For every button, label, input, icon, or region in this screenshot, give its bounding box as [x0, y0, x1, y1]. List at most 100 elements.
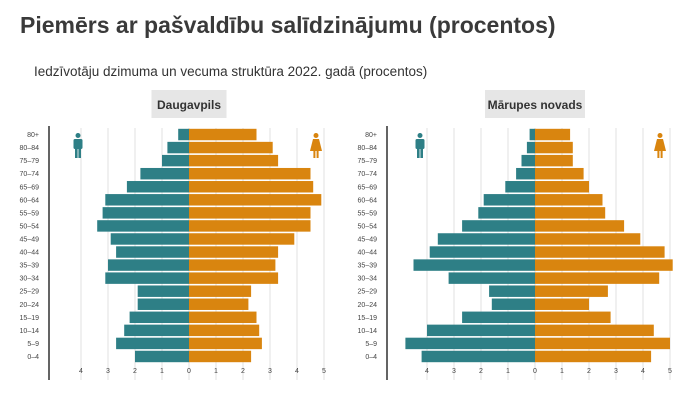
x-tick-label: 1 — [160, 368, 164, 375]
bar-female — [189, 220, 311, 232]
y-tick-label: 15–19 — [358, 315, 378, 322]
bar-female — [535, 246, 665, 258]
bar-female — [535, 272, 660, 284]
bar-male — [129, 311, 189, 324]
y-tick-label: 20–24 — [358, 302, 378, 309]
x-tick-label: 2 — [587, 368, 591, 375]
bar-female — [189, 324, 260, 337]
panel-header — [485, 90, 585, 118]
y-tick-label: 10–14 — [358, 328, 378, 335]
bar-female — [535, 233, 641, 245]
bar-female — [535, 128, 571, 141]
x-tick-label: 4 — [641, 368, 645, 375]
chart-subtitle: Iedzīvotāju dzimuma un vecuma struktūra … — [34, 64, 428, 79]
y-tick-label: 80+ — [27, 132, 39, 139]
y-tick-label: 70–74 — [20, 171, 40, 178]
x-tick-label: 1 — [560, 368, 564, 375]
panel-title: Mārupes novads — [488, 98, 583, 112]
bar-female — [189, 272, 279, 284]
bar-male — [429, 246, 535, 258]
y-tick-label: 55–59 — [20, 210, 40, 217]
y-tick-label: 55–59 — [358, 210, 378, 217]
bar-female — [189, 285, 252, 297]
bar-male — [437, 233, 535, 245]
bar-male — [102, 207, 189, 219]
bar-female — [189, 337, 262, 350]
bar-male — [526, 141, 535, 154]
x-tick-label: 3 — [268, 368, 272, 375]
bar-male — [116, 337, 189, 350]
bar-male — [462, 311, 535, 324]
y-tick-label: 75–79 — [20, 158, 40, 165]
bar-female — [189, 181, 314, 193]
bar-male — [489, 285, 535, 297]
bar-male — [448, 272, 535, 284]
y-tick-label: 35–39 — [20, 263, 40, 270]
y-tick-label: 80–84 — [358, 145, 378, 152]
x-tick-label: 1 — [506, 368, 510, 375]
bar-female — [189, 298, 249, 310]
bar-male — [137, 298, 189, 310]
y-tick-label: 70–74 — [358, 171, 378, 178]
y-tick-label: 5–9 — [27, 341, 39, 348]
x-tick-label: 5 — [322, 368, 326, 375]
bar-female — [535, 154, 573, 167]
bar-female — [189, 154, 279, 167]
bar-male — [491, 298, 535, 310]
bar-male — [108, 259, 189, 271]
bar-male — [421, 350, 535, 363]
bar-male — [140, 167, 189, 180]
x-tick-label: 4 — [295, 368, 299, 375]
x-tick-label: 2 — [133, 368, 137, 375]
bar-male — [110, 233, 189, 245]
bar-female — [189, 194, 322, 206]
y-tick-label: 40–44 — [358, 250, 378, 257]
bar-female — [189, 167, 311, 180]
bar-female — [535, 141, 573, 154]
bar-male — [413, 259, 535, 271]
bar-female — [189, 233, 295, 245]
y-tick-label: 25–29 — [20, 289, 40, 296]
bar-male — [516, 167, 535, 180]
panel-header — [151, 90, 227, 118]
pyramid-chart-daugavpils: Daugavpils 4 3 2 1 0 1 2 3 4 5 0–4 5–9 10–14 15–19 20–2… — [20, 90, 326, 380]
y-tick-label: 35–39 — [358, 263, 378, 270]
bar-male — [529, 128, 535, 141]
y-tick-label: 0–4 — [27, 354, 39, 361]
bar-male — [405, 337, 535, 350]
pyramid-chart-marupes-novads: Mārupes novads 4 3 2 1 0 1 2 3 4 5 0–4 5–9 10–14 15–19… — [358, 90, 673, 380]
y-tick-label: 50–54 — [358, 223, 378, 230]
bar-female — [535, 167, 584, 180]
y-tick-label: 50–54 — [20, 223, 40, 230]
bar-female — [189, 141, 273, 154]
y-tick-label: 0–4 — [365, 354, 377, 361]
x-tick-label: 3 — [106, 368, 110, 375]
x-tick-label: 3 — [614, 368, 618, 375]
bar-female — [535, 259, 673, 271]
page-title: Piemērs ar pašvaldību salīdzinājumu (pro… — [20, 12, 556, 38]
man-icon — [73, 133, 83, 158]
y-tick-label: 65–69 — [20, 184, 40, 191]
y-tick-label: 60–64 — [20, 197, 40, 204]
man-icon — [415, 133, 425, 158]
bar-male — [137, 285, 189, 297]
bar-female — [535, 194, 603, 206]
x-tick-label: 5 — [668, 368, 672, 375]
bar-female — [535, 324, 654, 337]
bar-male — [505, 181, 535, 193]
woman-icon — [310, 133, 322, 158]
y-tick-label: 75–79 — [358, 158, 378, 165]
y-tick-label: 80+ — [365, 132, 377, 139]
bar-female — [189, 246, 279, 258]
y-tick-label: 45–49 — [358, 236, 378, 243]
bar-female — [535, 311, 611, 324]
bar-female — [535, 207, 606, 219]
bar-female — [189, 128, 257, 141]
bar-male — [427, 324, 535, 337]
x-tick-label: 1 — [214, 368, 218, 375]
x-tick-label: 3 — [452, 368, 456, 375]
y-tick-label: 45–49 — [20, 236, 40, 243]
x-tick-label: 2 — [241, 368, 245, 375]
y-tick-label: 30–34 — [358, 276, 378, 283]
bar-male — [135, 350, 189, 363]
